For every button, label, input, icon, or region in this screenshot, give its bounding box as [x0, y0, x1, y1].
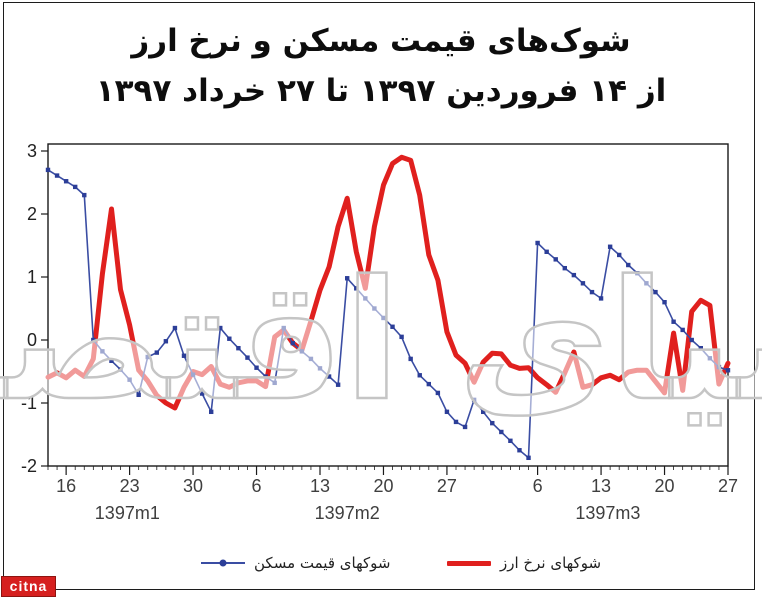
legend-item-fx: شوکهای نرخ ارز [447, 548, 601, 578]
svg-text:27: 27 [718, 476, 738, 496]
svg-text:6: 6 [252, 476, 262, 496]
fx-line-swatch-icon [447, 560, 491, 566]
month-label: 1397m1 [95, 503, 160, 523]
svg-text:16: 16 [56, 476, 76, 496]
svg-text:20: 20 [373, 476, 393, 496]
housing-marker-dot-icon [219, 559, 227, 567]
y-axis: 3 2 1 0 -1 -2 [21, 141, 48, 476]
svg-text:-2: -2 [21, 456, 37, 476]
chart-title-line-1: شوک‌های قیمت مسکن و نرخ ارز [131, 23, 631, 59]
citna-logo: citna [1, 576, 56, 597]
series-exchange-rate-line [45, 154, 731, 411]
svg-text:20: 20 [655, 476, 675, 496]
month-label: 1397m2 [315, 503, 380, 523]
housing-line-swatch-icon [201, 559, 245, 567]
x-axis: 16 23 30 6 13 20 27 6 13 20 27 1397m1 1397m2 1397m3 [47, 466, 738, 523]
month-label: 1397m3 [575, 503, 640, 523]
plot-frame [47, 143, 729, 467]
series-housing-price-line [45, 167, 731, 461]
watermark-text: دنیای اقتصاد [0, 245, 762, 437]
legend-label-fx: شوکهای نرخ ارز [500, 554, 602, 572]
svg-text:0: 0 [27, 330, 37, 350]
chart-title: شوک‌های قیمت مسکن و نرخ ارز از ۱۴ فروردی… [0, 16, 762, 116]
svg-text:30: 30 [183, 476, 203, 496]
chart-title-line-2: از ۱۴ فروردین ۱۳۹۷ تا ۲۷ خرداد ۱۳۹۷ [95, 73, 667, 109]
svg-text:3: 3 [27, 141, 37, 161]
svg-text:27: 27 [437, 476, 457, 496]
svg-text:13: 13 [310, 476, 330, 496]
svg-text:1: 1 [27, 267, 37, 287]
svg-text:2: 2 [27, 204, 37, 224]
legend-item-housing: شوکهای قیمت مسکن [201, 548, 390, 578]
svg-text:13: 13 [591, 476, 611, 496]
legend-label-housing: شوکهای قیمت مسکن [254, 554, 391, 572]
svg-text:23: 23 [120, 476, 140, 496]
page-border [3, 2, 755, 590]
svg-text:-1: -1 [21, 393, 37, 413]
svg-text:6: 6 [533, 476, 543, 496]
chart-legend: شوکهای قیمت مسکن شوکهای نرخ ارز [0, 548, 762, 578]
